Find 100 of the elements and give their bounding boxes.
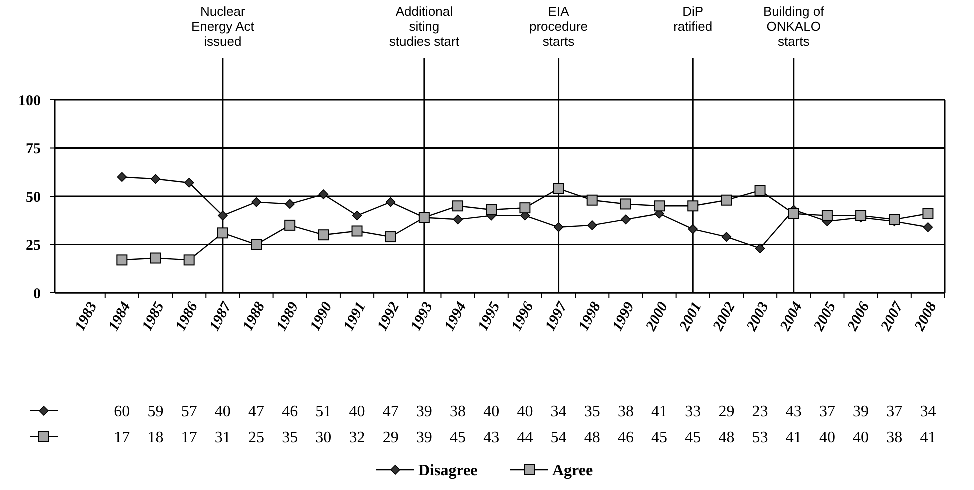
data-label: 44 [517, 430, 534, 447]
data-label: 43 [786, 404, 802, 421]
point [922, 208, 934, 220]
point [520, 202, 531, 214]
point [184, 178, 194, 188]
x-tick-label: 1995 [476, 299, 504, 334]
data-label: 46 [618, 430, 634, 447]
data-label: 47 [382, 404, 399, 421]
data-label: 41 [652, 404, 668, 421]
data-label: 40 [853, 430, 870, 447]
x-tick-label: 2003 [744, 299, 773, 335]
x-tick-label: 1992 [374, 299, 404, 334]
ref-line-label: EIA procedure starts [530, 4, 588, 49]
data-label: 34 [550, 404, 567, 421]
data-label: 40 [349, 404, 366, 421]
point [486, 204, 498, 216]
x-tick-label: 1983 [72, 299, 101, 334]
point [788, 208, 800, 220]
point [856, 210, 867, 222]
data-label: 45 [450, 430, 466, 447]
point [386, 197, 396, 208]
data-label: 47 [248, 404, 265, 421]
data-label: 18 [148, 430, 164, 447]
data-label: 35 [282, 430, 298, 447]
x-tick-label: 1989 [274, 299, 302, 334]
data-label: 40 [819, 430, 836, 447]
y-tick-label: 50 [26, 190, 41, 206]
data-label: 37 [819, 404, 836, 421]
x-tick-label: 1990 [308, 299, 336, 334]
point [721, 194, 732, 206]
data-label: 45 [652, 430, 668, 447]
data-label: 41 [920, 430, 936, 447]
x-tick-label: 2008 [912, 299, 941, 335]
data-label: 48 [584, 430, 600, 447]
x-tick-label: 1997 [542, 299, 572, 334]
point [688, 200, 699, 212]
data-label: 60 [114, 404, 130, 421]
data-label: 48 [718, 430, 735, 447]
legend-label: Agree [552, 462, 594, 480]
point [755, 244, 766, 254]
x-tick-label: 1996 [509, 299, 538, 334]
x-tick-label: 1999 [610, 299, 638, 334]
data-label: 29 [718, 404, 735, 421]
point [654, 200, 666, 212]
point [889, 214, 900, 226]
data-label: 23 [752, 404, 768, 421]
data-label: 35 [584, 404, 600, 421]
point [318, 230, 330, 241]
point [217, 228, 228, 239]
data-label: 51 [316, 404, 332, 421]
x-tick-label: 1985 [140, 299, 168, 334]
point [218, 210, 228, 221]
data-label: 40 [517, 404, 534, 421]
x-tick-label: 1986 [173, 299, 202, 334]
y-tick-label: 25 [26, 238, 41, 254]
x-tick-label: 2007 [878, 299, 908, 335]
data-label: 40 [484, 404, 500, 421]
data-label: 40 [214, 404, 231, 421]
point [621, 214, 631, 225]
x-tick-label: 1991 [341, 300, 370, 334]
data-label: 41 [786, 430, 802, 447]
point [284, 220, 296, 231]
data-label: 39 [853, 404, 870, 421]
point [117, 172, 128, 182]
ref-line-label: Building of ONKALO starts [764, 4, 825, 49]
x-tick-label: 2006 [844, 299, 874, 335]
point [184, 254, 195, 266]
point [285, 199, 295, 210]
data-label: 43 [484, 430, 500, 447]
point [554, 222, 564, 232]
ref-line-label: DiP ratified [674, 4, 713, 34]
x-tick-label: 1993 [408, 299, 437, 334]
x-tick-label: 1994 [442, 299, 470, 334]
point [688, 224, 698, 234]
x-tick-label: 1998 [576, 299, 605, 334]
data-label: 54 [550, 430, 567, 447]
x-tick-label: 2004 [777, 299, 806, 335]
point [352, 226, 363, 237]
point [318, 190, 329, 200]
point [453, 214, 463, 225]
data-label: 38 [618, 404, 634, 421]
data-label: 57 [181, 404, 198, 421]
data-label: 39 [416, 404, 432, 421]
data-label: 34 [920, 404, 936, 421]
data-label: 17 [181, 430, 198, 447]
point [150, 252, 162, 264]
x-tick-label: 1988 [240, 299, 269, 334]
data-label: 17 [114, 430, 130, 447]
data-label: 25 [248, 430, 265, 447]
point [252, 197, 262, 208]
point [352, 210, 362, 221]
x-tick-label: 1987 [206, 299, 236, 334]
data-label: 37 [886, 404, 903, 421]
point [620, 198, 632, 210]
point [452, 200, 464, 212]
data-label: 45 [685, 430, 702, 447]
data-label: 59 [148, 404, 164, 421]
point [385, 232, 396, 243]
y-tick-label: 75 [26, 142, 41, 158]
point [722, 232, 732, 242]
